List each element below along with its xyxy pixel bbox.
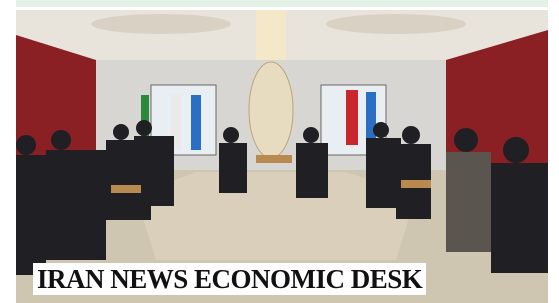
news-photo [16, 10, 548, 303]
top-strip [16, 0, 548, 7]
ceiling-decor [326, 14, 466, 34]
mirror-panel [249, 62, 293, 158]
table [401, 180, 431, 188]
flag [191, 95, 201, 150]
ceiling-decor [91, 14, 231, 34]
flag [346, 90, 358, 145]
page: {"caption": "IRAN NEWS ECONOMIC DESK"} I… [0, 0, 559, 303]
ceiling-light [256, 10, 286, 65]
table [256, 155, 292, 163]
caption: IRAN NEWS ECONOMIC DESK [33, 263, 426, 295]
table [111, 185, 141, 193]
